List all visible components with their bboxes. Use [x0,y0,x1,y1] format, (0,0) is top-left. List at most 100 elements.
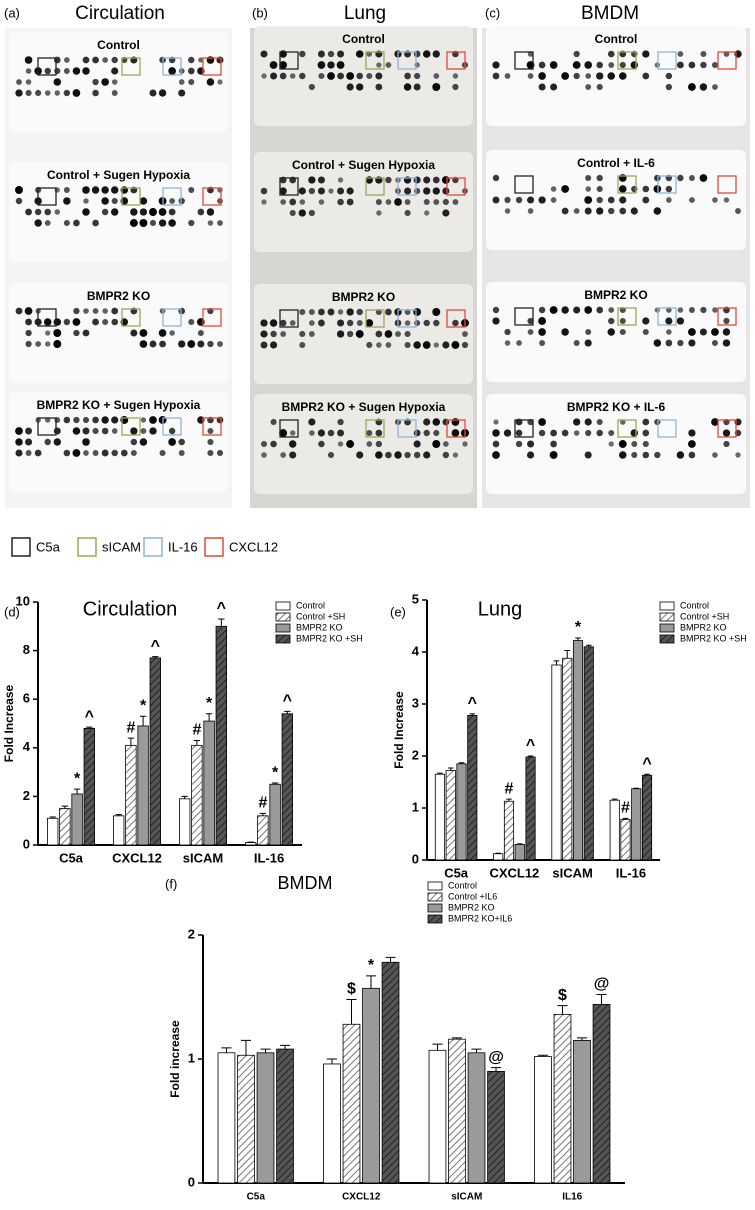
bar [362,987,380,1184]
blot-spot [25,427,33,435]
blot-spot [504,208,511,214]
blot-spot [72,318,81,326]
error-bar [86,726,93,729]
blot-spot [260,440,268,448]
legend-label: Control +IL6 [448,891,497,901]
blot-spot [376,210,382,216]
blot-spot [596,418,603,426]
blot-spot [385,308,392,316]
blot-spot [573,72,580,80]
blot-spot [413,83,421,91]
blot-spot [101,186,109,194]
x-tick-label: C5a [247,1192,266,1203]
blot-spot [619,207,627,215]
error-bar [622,817,629,820]
y-tick-label: 6 [23,691,30,706]
blot-spot [54,67,61,75]
error-bar [221,1047,232,1053]
blot-spot [317,319,325,327]
y-axis-label: Fold Increase [392,691,406,769]
blot-spot [631,451,638,459]
blot-spot [596,306,604,314]
y-tick-label: 2 [412,747,419,762]
blot-spot [288,440,297,448]
blot-spot [413,440,421,448]
blot-spot [395,331,401,337]
blot-spot [712,84,718,90]
box-legend-swatch [11,537,31,557]
error-bar [259,812,267,816]
blot-spot [159,340,166,348]
bar [342,1023,361,1184]
blot-spot [584,61,592,69]
blot-spot [25,79,32,85]
blot-spot [270,418,277,426]
blot-spot [665,185,673,193]
blot-spot [72,449,81,457]
x-tick-label: CXCL12 [489,865,539,880]
blot-spot [608,62,615,68]
blot-spot [366,441,373,447]
blot-spot [665,83,673,91]
panel-title: Circulation [75,3,165,24]
blot-spot [608,441,614,447]
blot-spot [462,331,468,337]
x-tick-label: C5a [59,850,84,865]
blot-spot [677,174,684,182]
legend-label: Control [680,600,709,610]
blot-box [446,309,466,328]
blot-spot [280,452,286,458]
blot-spot [309,430,315,436]
blot-spot [260,341,268,349]
blot-spot [337,72,344,80]
blot-spot [538,61,546,69]
blot-spot [355,330,364,338]
blot-spot [385,342,392,348]
bar [47,817,59,846]
blot-spot [561,429,569,437]
blot-spot [404,72,411,80]
blot-spot [298,209,306,217]
significance-mark: * [74,770,81,787]
blot-spot [207,340,214,348]
blot-spot [413,451,421,459]
blot-spot [318,308,325,316]
blot-spot [493,419,499,425]
blot-spot [111,79,118,85]
blot-spot [53,78,62,86]
blot-spot [308,209,315,217]
blot-spot [188,219,195,227]
blot-spot [188,186,195,194]
blot-spot [492,440,500,448]
y-axis-label: Fold Increase [2,685,16,763]
blot-membrane [9,162,228,262]
blot-spot [216,449,224,457]
blot-spot [317,176,325,184]
legend-label: BMPR2 KO [296,622,343,632]
blot-spot [130,329,138,337]
blot-spot [149,340,157,348]
blot-spot [549,451,558,459]
blot-spot [130,427,138,435]
blot-spot [642,72,650,80]
error-bar [432,1043,443,1051]
blot-spot [25,340,32,348]
error-bar [611,798,618,801]
blot-spot [677,51,684,57]
blot-spot [442,341,450,349]
blot-spot [504,73,511,79]
error-bar [218,618,225,627]
blot-spot [442,451,450,459]
blot-spot [44,438,51,446]
blot-spot [327,451,335,459]
blot-spot [654,62,661,68]
blot-spot [561,72,570,80]
blot-spot [404,187,412,195]
bar [257,815,269,846]
blot-spot [432,187,440,195]
bar [269,783,281,846]
blot-spot [120,449,128,457]
blot-spot [584,451,592,459]
blot-spot [538,306,546,314]
blot-spot [261,73,267,79]
